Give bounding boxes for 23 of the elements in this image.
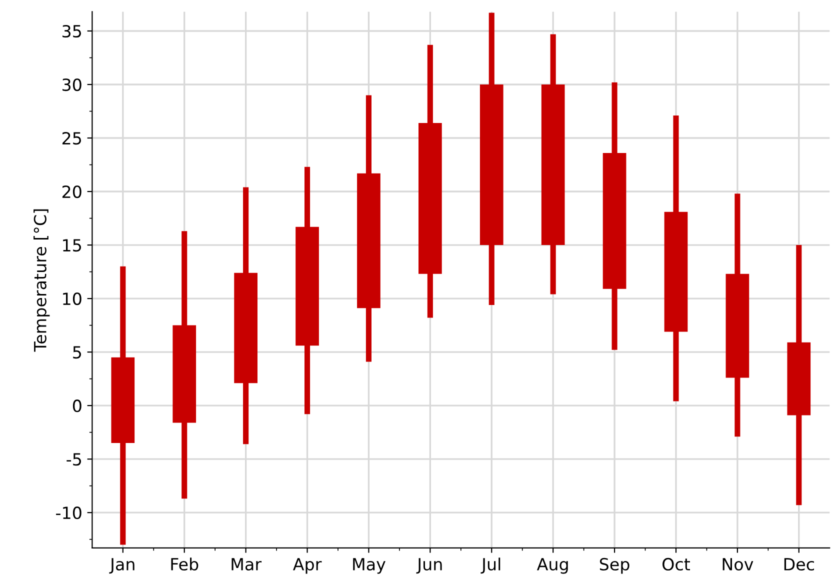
y-tick-label: 25	[62, 132, 81, 145]
x-tick-label: May	[353, 558, 386, 574]
x-tick-label: Jun	[416, 558, 442, 574]
x-tick-label: Mar	[232, 558, 262, 571]
x-tick-label: Feb	[171, 558, 198, 571]
x-tick-label: Jul	[480, 558, 500, 574]
x-tick-label: Jan	[109, 558, 134, 574]
x-tick-label: Sep	[600, 558, 630, 574]
y-tick-label: 35	[62, 24, 81, 38]
y-tick-label: 0	[72, 400, 82, 412]
y-tick-label: -5	[66, 453, 82, 466]
y-tick-label: 20	[62, 185, 82, 198]
y-tick-label: -10	[56, 506, 82, 520]
y-tick-label: 30	[62, 78, 82, 92]
x-tick-label: Nov	[722, 558, 754, 571]
y-tick-label: 15	[63, 239, 81, 252]
y-axis-title: Temperature [°C]	[34, 209, 50, 352]
x-tick-label: Oct	[662, 558, 690, 571]
x-tick-label: Aug	[536, 558, 568, 574]
x-tick-label: Dec	[784, 558, 814, 571]
y-tick-label: 10	[63, 292, 82, 306]
y-tick-label: 5	[73, 346, 81, 359]
x-tick-label: Apr	[292, 558, 322, 574]
